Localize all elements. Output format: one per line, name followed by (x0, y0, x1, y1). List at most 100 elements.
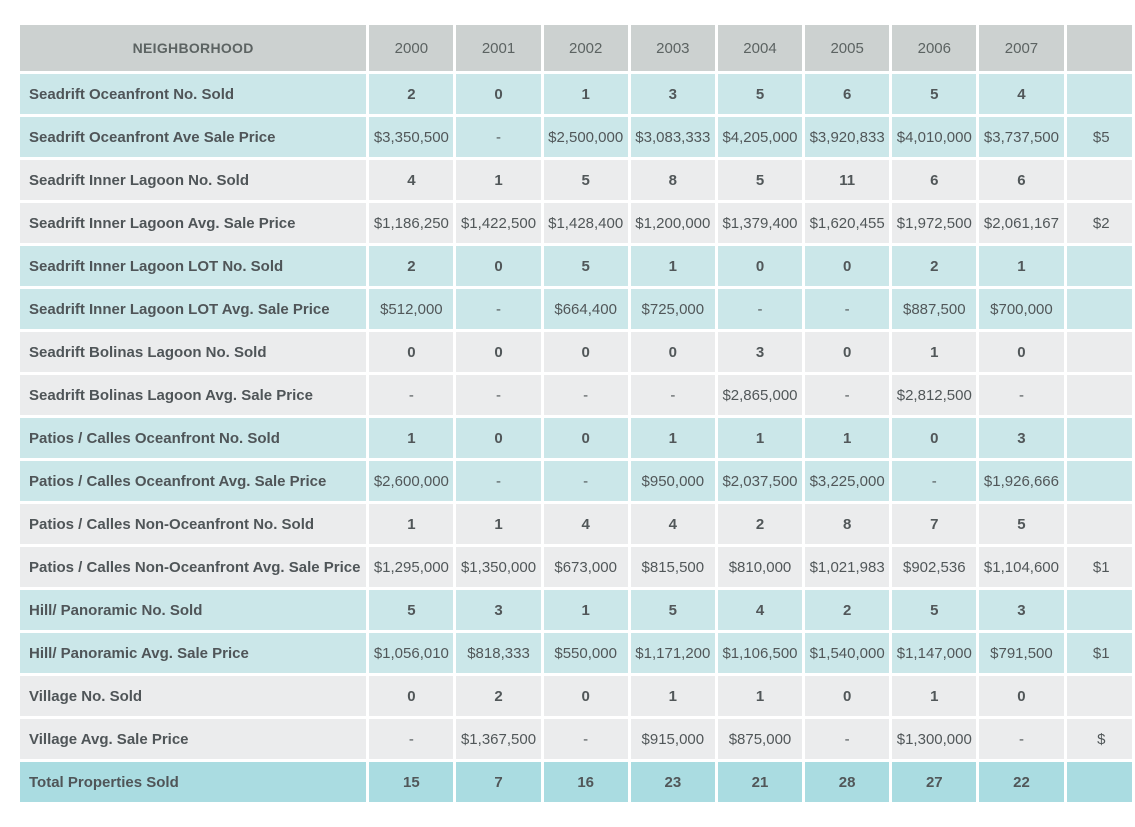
year-header: 2007 (979, 25, 1064, 71)
cell-value: 27 (892, 762, 977, 802)
cell-value: $875,000 (717, 719, 803, 759)
cell-value: 0 (979, 332, 1064, 372)
row-label: Total Properties Sold (20, 762, 367, 802)
cell-value: $1,021,983 (805, 547, 890, 587)
cell-value: 0 (369, 332, 454, 372)
cell-value: 1 (892, 676, 977, 716)
cell-value: - (456, 117, 541, 157)
cell-value: 5 (543, 246, 628, 286)
cell-value: $815,500 (630, 547, 715, 587)
cell-value: 1 (892, 332, 977, 372)
cell-value (1066, 332, 1132, 372)
cell-value: 4 (543, 504, 628, 544)
row-label: Patios / Calles Non-Oceanfront Avg. Sale… (20, 547, 367, 587)
year-header: 2001 (456, 25, 541, 71)
cell-value: $1,300,000 (892, 719, 977, 759)
cell-value: 1 (369, 504, 454, 544)
cell-value: $1,540,000 (805, 633, 890, 673)
cell-value: 5 (892, 74, 977, 114)
cell-value: 15 (369, 762, 454, 802)
cell-value: 7 (892, 504, 977, 544)
cell-value: - (805, 289, 890, 329)
row-label: Hill/ Panoramic No. Sold (20, 590, 367, 630)
cell-value: 0 (717, 246, 803, 286)
cell-value: $950,000 (630, 461, 715, 501)
row-label: Patios / Calles Oceanfront No. Sold (20, 418, 367, 458)
row-label: Village Avg. Sale Price (20, 719, 367, 759)
row-label: Seadrift Inner Lagoon LOT No. Sold (20, 246, 367, 286)
cell-value: 1 (979, 246, 1064, 286)
cell-value (1066, 676, 1132, 716)
cell-value (1066, 418, 1132, 458)
cell-value: $818,333 (456, 633, 541, 673)
cell-value: $550,000 (543, 633, 628, 673)
table-row: Patios / Calles Non-Oceanfront Avg. Sale… (20, 547, 1132, 587)
row-label: Seadrift Inner Lagoon No. Sold (20, 160, 367, 200)
cell-value: 3 (979, 590, 1064, 630)
cell-value: - (369, 719, 454, 759)
cell-value (1066, 762, 1132, 802)
cell-value: 0 (805, 676, 890, 716)
cell-value: 11 (805, 160, 890, 200)
cell-value: 7 (456, 762, 541, 802)
cell-value: $1,104,600 (979, 547, 1064, 587)
cell-value: $1,350,000 (456, 547, 541, 587)
cell-value: $1,926,666 (979, 461, 1064, 501)
cell-value: $2,500,000 (543, 117, 628, 157)
cell-value: - (369, 375, 454, 415)
cell-value: $2 (1066, 203, 1132, 243)
cell-value: $3,225,000 (805, 461, 890, 501)
cell-value: 8 (630, 160, 715, 200)
table-row: Seadrift Oceanfront No. Sold 2 0 1 3 5 6 5 4 (20, 74, 1132, 114)
cell-value: $2,037,500 (717, 461, 803, 501)
year-header: 2003 (630, 25, 715, 71)
cell-value: $2,061,167 (979, 203, 1064, 243)
cell-value: - (456, 289, 541, 329)
cell-value: 2 (892, 246, 977, 286)
row-label: Seadrift Oceanfront Ave Sale Price (20, 117, 367, 157)
cell-value: 1 (717, 418, 803, 458)
cell-value: 6 (892, 160, 977, 200)
cell-value (1066, 74, 1132, 114)
row-label: Village No. Sold (20, 676, 367, 716)
cell-value: 5 (717, 160, 803, 200)
cell-value: $512,000 (369, 289, 454, 329)
cell-value: $1,186,250 (369, 203, 454, 243)
cell-value: - (543, 719, 628, 759)
cell-value: 0 (543, 676, 628, 716)
header-row: NEIGHBORHOOD 2000 2001 2002 2003 2004 2005 200… (20, 25, 1132, 71)
year-header: 2004 (717, 25, 803, 71)
cell-value: $1,200,000 (630, 203, 715, 243)
cell-value: $887,500 (892, 289, 977, 329)
cell-value: 0 (630, 332, 715, 372)
cell-value: 1 (543, 74, 628, 114)
year-header: 2002 (543, 25, 628, 71)
table-row: Patios / Calles Oceanfront Avg. Sale Pri… (20, 461, 1132, 501)
cell-value: $1,171,200 (630, 633, 715, 673)
cell-value: $ (1066, 719, 1132, 759)
cell-value: 0 (892, 418, 977, 458)
cell-value: 3 (630, 74, 715, 114)
cell-value: 0 (369, 676, 454, 716)
cell-value: 16 (543, 762, 628, 802)
cell-value: 0 (543, 332, 628, 372)
cell-value: 2 (717, 504, 803, 544)
cell-value: $3,350,500 (369, 117, 454, 157)
cell-value: 28 (805, 762, 890, 802)
cell-value: $1,147,000 (892, 633, 977, 673)
cell-value: 3 (717, 332, 803, 372)
table-row: Hill/ Panoramic Avg. Sale Price $1,056,01… (20, 633, 1132, 673)
year-header: 2005 (805, 25, 890, 71)
cell-value: $791,500 (979, 633, 1064, 673)
cell-value: $1,379,400 (717, 203, 803, 243)
cell-value: 5 (630, 590, 715, 630)
cell-value: 1 (717, 676, 803, 716)
table-row: Village Avg. Sale Price - $1,367,500- $915,… (20, 719, 1132, 759)
table-row: Patios / Calles Non-Oceanfront No. Sold 1… (20, 504, 1132, 544)
cell-value: 1 (630, 676, 715, 716)
cell-value: 1 (630, 418, 715, 458)
cell-value: - (543, 461, 628, 501)
cell-value: $1,972,500 (892, 203, 977, 243)
cell-value: - (543, 375, 628, 415)
row-label: Hill/ Panoramic Avg. Sale Price (20, 633, 367, 673)
